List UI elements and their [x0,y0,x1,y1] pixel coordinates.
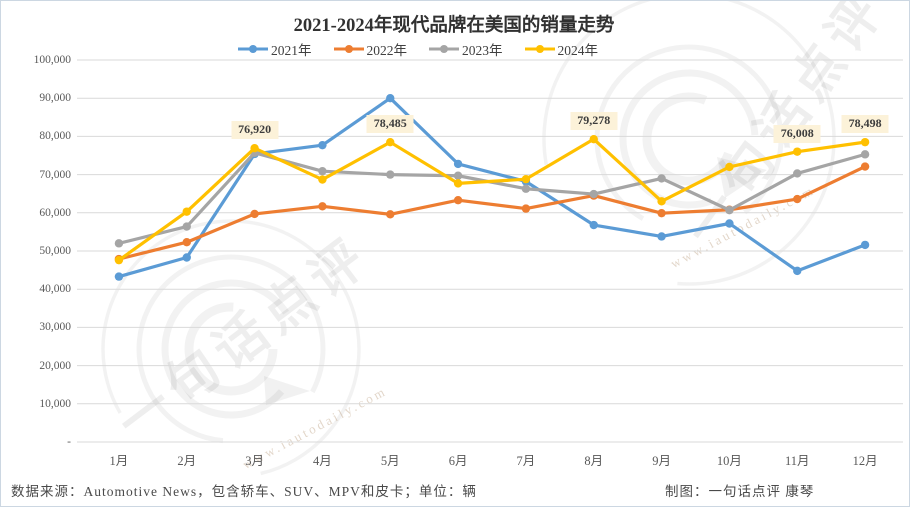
data-label: 79,278 [570,112,618,131]
data-point [860,150,870,159]
series-line-0 [117,96,867,279]
data-point [386,94,395,103]
data-point [453,159,463,169]
y-tick-label: 100,000 [33,54,71,66]
data-point [589,220,598,230]
legend-item-0: 2021年 [238,39,312,59]
watermark-stamp-rings [101,1,836,479]
legend-label: 2023年 [462,43,503,58]
y-tick-label: 60,000 [39,206,71,219]
credit-note: 制图：一句话点评 康琴 [665,484,815,499]
legend-item-3: 2024年 [524,39,599,59]
data-point [589,189,598,199]
y-tick-label: - [67,436,71,448]
data-point [657,232,666,241]
data-point [860,240,870,250]
series-line-1 [117,164,867,261]
data-point [725,205,734,215]
y-tick-label: 40,000 [39,283,71,296]
x-tick-label: 11月 [784,454,810,468]
data-point [860,162,870,171]
data-point [114,239,124,248]
x-tick-label: 2月 [177,454,197,468]
legend-label: 2024年 [557,43,599,58]
data-point [318,140,327,150]
data-point [250,209,259,219]
data-point [453,179,463,188]
data-point [793,147,802,156]
data-point [250,143,259,153]
legend-marker-icon [333,45,364,53]
data-point [453,195,463,205]
y-tick-label: 80,000 [39,130,71,143]
data-point [521,204,531,213]
data-point [657,174,666,183]
series-line-2 [117,151,867,245]
y-tick-label: 70,000 [39,168,71,181]
data-point [318,175,327,184]
data-point [386,210,395,219]
data-label: 78,485 [366,115,414,134]
y-tick-label: 30,000 [39,321,71,334]
x-tick-label: 9月 [652,454,671,468]
x-tick-label: 6月 [448,454,468,468]
x-tick-label: 8月 [584,454,604,468]
y-tick-label: 10,000 [39,397,71,410]
legend-item-1: 2022年 [333,39,408,59]
data-point [182,222,191,231]
x-tick-label: 10月 [716,454,742,468]
data-point [182,253,191,262]
x-tick-label: 5月 [380,454,400,468]
data-point [657,208,666,218]
source-note: 数据来源：Automotive News，包含轿车、SUV、MPV和皮卡；单位：… [11,484,477,499]
x-tick-label: 7月 [516,454,536,468]
data-point [793,194,802,204]
data-point [793,266,802,276]
data-point [386,170,395,179]
data-point [114,272,124,281]
legend-label: 2021年 [271,43,312,58]
data-point [386,137,395,147]
data-point [318,202,327,211]
data-point [860,137,870,147]
legend-label: 2022年 [366,43,408,58]
watermark-arrow [264,376,310,405]
data-point [725,162,734,172]
legend: 2021年 2022年 2023年 2024年 [238,39,598,59]
legend-marker-icon [429,45,459,53]
data-point [521,184,531,193]
x-tick-label: 4月 [313,454,332,468]
x-tick-label: 12月 [852,454,878,468]
data-point [182,238,191,247]
data-point [725,219,734,228]
legend-marker-icon [238,45,268,53]
data-point [318,166,327,176]
y-tick-label: 90,000 [39,92,71,105]
data-point [589,134,598,144]
x-tick-label: 3月 [245,454,264,468]
data-point [453,171,463,180]
legend-item-2: 2023年 [429,39,503,59]
series-line-3 [117,137,867,262]
data-point [521,174,531,184]
data-point [114,255,124,265]
data-label: 76,008 [773,124,821,143]
data-point [793,169,802,178]
y-tick-label: 50,000 [39,245,71,257]
chart-title: 2021-2024年现代品牌在美国的销量走势 [293,16,615,36]
y-tick-label: 20,000 [39,359,71,372]
x-tick-label: 1月 [109,454,129,468]
data-point [657,197,666,206]
data-label: 78,498 [841,115,889,134]
legend-marker-icon [524,45,555,53]
data-label: 76,920 [231,121,279,140]
data-point [182,207,191,216]
